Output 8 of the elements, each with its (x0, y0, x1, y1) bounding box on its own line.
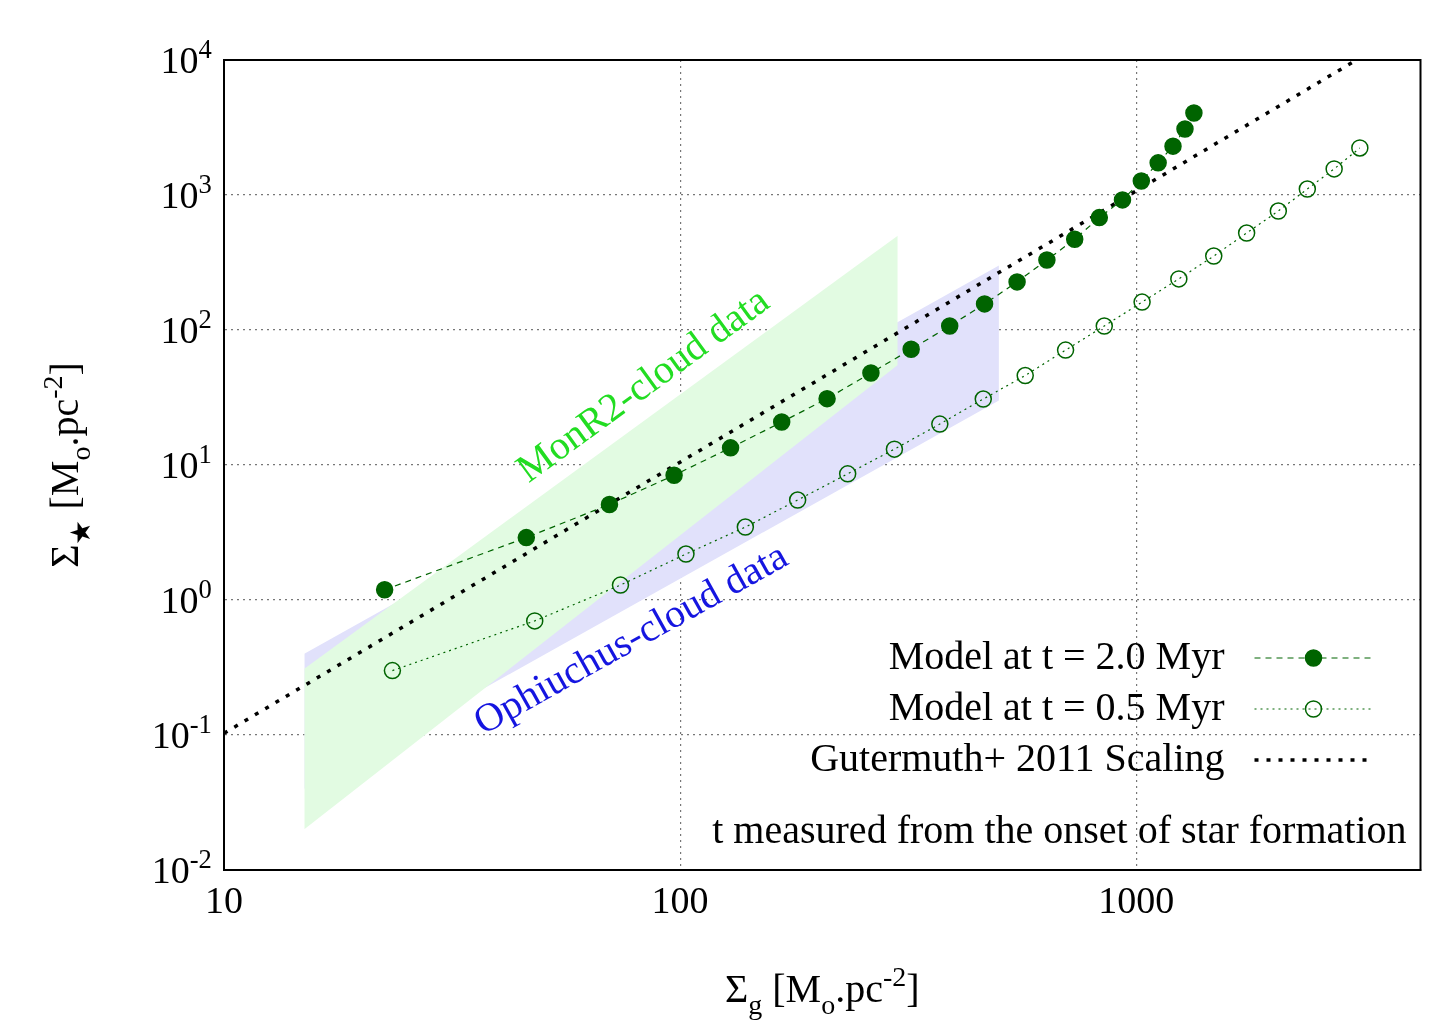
x-tick-label: 10 (205, 878, 243, 921)
legend-label: Gutermuth+ 2011 Scaling (810, 734, 1225, 780)
y-axis-title: Σ★ [Mo.pc-2] (37, 362, 96, 568)
annotation: t measured from the onset of star formation (712, 806, 1407, 852)
x-tick-label: 1000 (1098, 878, 1175, 921)
legend-label: Model at t = 2.0 Myr (888, 632, 1225, 678)
legend-label: Model at t = 0.5 Myr (888, 683, 1225, 729)
x-tick-label: 100 (651, 878, 709, 921)
